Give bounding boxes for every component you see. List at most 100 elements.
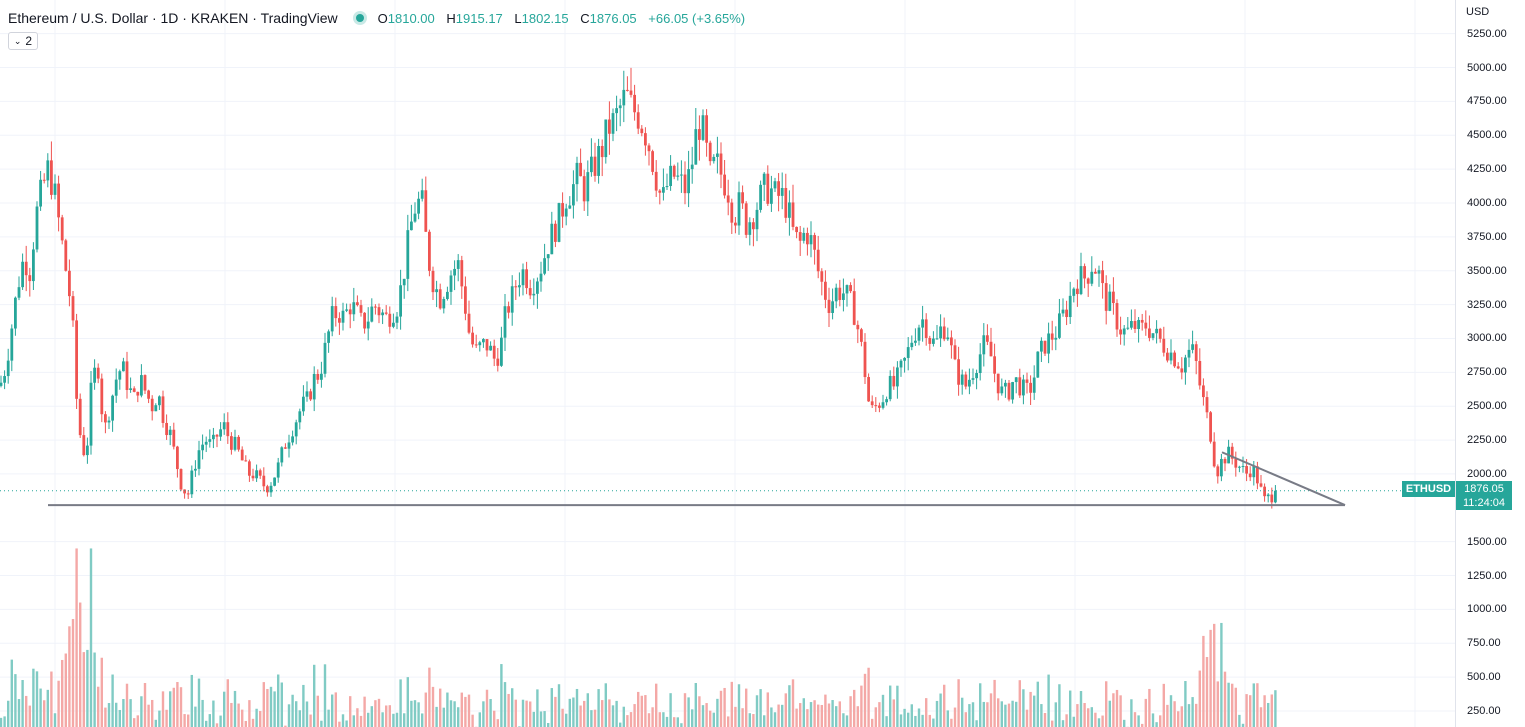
volume-bar — [989, 693, 993, 727]
volume-bar — [115, 702, 118, 727]
volume-bar — [215, 723, 219, 727]
candle-body — [467, 313, 471, 333]
volume-bar — [1220, 622, 1223, 727]
candle-body — [1173, 352, 1176, 367]
volume-bar — [89, 548, 93, 727]
candle-body — [1184, 357, 1187, 373]
candle-body — [960, 374, 964, 385]
candle-body — [1079, 266, 1083, 295]
volume-bar — [752, 714, 755, 727]
volume-bar — [262, 682, 265, 727]
candle-body — [100, 378, 104, 415]
candle-body — [611, 113, 615, 134]
candle-body — [284, 447, 287, 449]
volume-bar — [50, 671, 53, 727]
candle-body — [575, 162, 579, 185]
candle-body — [1155, 328, 1158, 334]
candle-body — [431, 270, 435, 293]
candle-body — [154, 405, 158, 412]
candle-body — [190, 470, 194, 495]
volume-bar — [435, 706, 438, 727]
volume-bar — [1205, 657, 1209, 727]
candle-body — [672, 165, 676, 177]
volume-bar — [111, 674, 114, 727]
candle-body — [903, 357, 906, 361]
volume-bar — [32, 668, 35, 727]
volume-bar — [1115, 689, 1119, 727]
candle-body — [507, 306, 510, 313]
price-tick-label: 5250.00 — [1467, 27, 1507, 40]
candle-body — [1133, 321, 1137, 329]
volume-bar — [683, 693, 687, 727]
volume-bar — [655, 683, 658, 727]
candle-body — [176, 446, 179, 470]
candle-body — [309, 391, 312, 400]
volume-bar — [1040, 704, 1043, 727]
volume-bar — [187, 714, 190, 727]
volume-bar — [514, 699, 517, 727]
candle-body — [287, 442, 291, 449]
candle-body — [147, 390, 150, 399]
volume-bar — [914, 715, 917, 727]
volume-bar — [165, 709, 168, 727]
volume-bar — [133, 718, 136, 727]
volume-bar — [917, 708, 921, 727]
volume-bar — [1058, 684, 1061, 727]
volume-bar — [986, 702, 989, 727]
volume-bar — [1187, 704, 1191, 727]
volume-bar — [331, 694, 334, 727]
volume-bar — [1191, 697, 1194, 727]
close-label: C — [580, 10, 590, 26]
volume-bar — [835, 706, 838, 727]
currency-button[interactable]: USD — [1466, 6, 1490, 18]
candle-body — [320, 373, 323, 380]
candle-body — [1176, 366, 1180, 369]
volume-bar — [755, 695, 759, 727]
volume-bar — [309, 714, 312, 727]
candle-body — [1126, 327, 1130, 329]
volume-bar — [1076, 704, 1079, 727]
candle-body — [1000, 386, 1004, 394]
candle-body — [1101, 270, 1104, 284]
volume-bar — [719, 690, 723, 727]
candle-body — [856, 324, 860, 330]
candle-body — [568, 205, 572, 209]
volume-bar — [1169, 695, 1173, 727]
candle-body — [597, 145, 600, 176]
candle-body — [1050, 333, 1054, 340]
indicators-toggle-button[interactable]: ⌄ 2 — [8, 32, 38, 50]
candle-body — [1104, 283, 1108, 311]
candle-body — [356, 302, 359, 306]
candle-body — [338, 318, 341, 323]
candle-body — [266, 486, 269, 493]
candle-body — [1094, 271, 1097, 274]
price-tick-label: 1250.00 — [1467, 569, 1507, 582]
volume-bar — [1227, 682, 1230, 727]
candle-body — [755, 209, 759, 230]
candle-body — [35, 206, 39, 250]
candle-body — [215, 434, 219, 437]
candle-body — [863, 341, 867, 378]
volume-bar — [1108, 700, 1111, 727]
volume-bar — [453, 701, 456, 727]
candle-body — [708, 142, 712, 162]
candle-body — [1205, 397, 1209, 413]
candle-body — [640, 128, 644, 134]
volume-bar — [190, 674, 193, 727]
volume-bar — [327, 709, 330, 727]
market-status-icon — [355, 14, 364, 22]
volume-bar — [136, 715, 139, 727]
volume-bar — [853, 689, 856, 727]
candle-body — [1144, 322, 1148, 329]
price-axis[interactable] — [1455, 0, 1525, 727]
volume-bar — [788, 685, 791, 727]
volume-bar — [676, 717, 679, 727]
candle-body — [1137, 319, 1140, 329]
volume-bar — [575, 688, 579, 727]
candle-body — [1234, 458, 1238, 468]
candle-body — [816, 249, 820, 272]
volume-bar — [179, 687, 183, 727]
volume-bar — [791, 679, 795, 727]
volume-bar — [1216, 681, 1219, 727]
